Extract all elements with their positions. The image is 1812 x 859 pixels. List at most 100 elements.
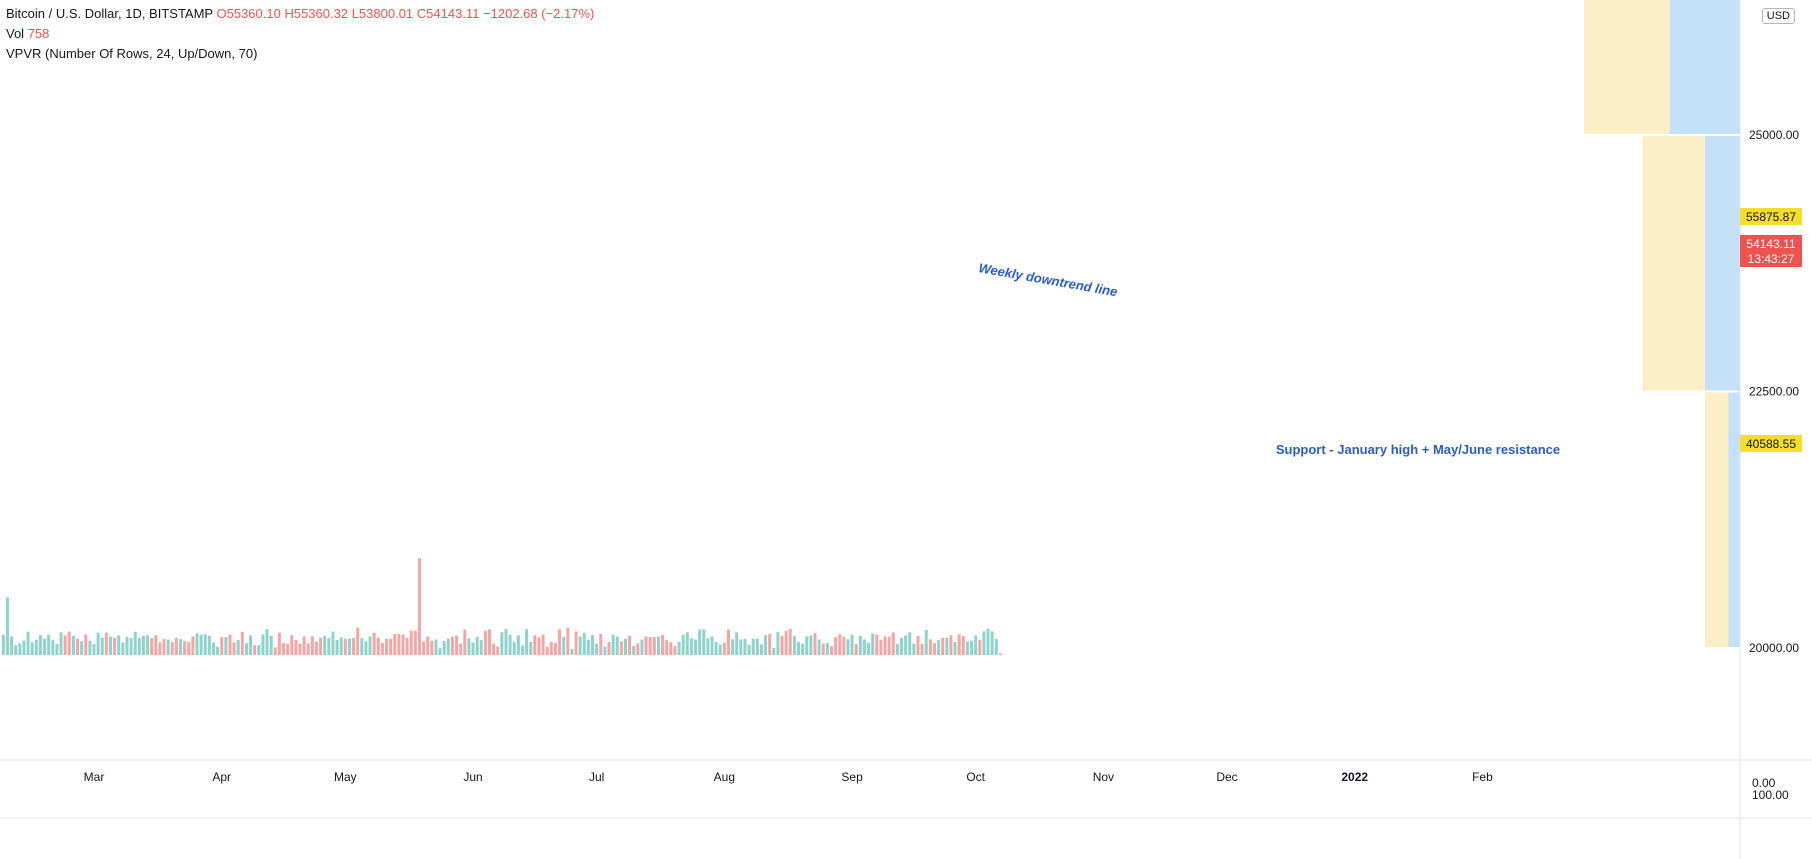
- ohlc-low: L53800.01: [351, 6, 414, 21]
- volume-bar: [125, 636, 129, 655]
- volume-bar: [636, 643, 640, 655]
- volume-bar: [883, 636, 887, 655]
- volume-profile: [1584, 0, 1740, 647]
- volume-bars: [1, 558, 1002, 655]
- volume-bar: [162, 639, 166, 655]
- volume-bar: [463, 629, 467, 655]
- volume-bar: [533, 635, 537, 655]
- volume-bar: [224, 636, 228, 655]
- volume-bar: [858, 635, 862, 655]
- vpvr-down-bar: [1584, 0, 1670, 134]
- volume-bar: [928, 639, 932, 655]
- volume-bar: [891, 632, 895, 655]
- volume-bar: [430, 640, 434, 655]
- volume-bar: [170, 642, 174, 655]
- volume-bar: [978, 639, 982, 655]
- time-axis[interactable]: Mar Apr May Jun Jul Aug Sep Oct Nov Dec 2022 Feb: [84, 770, 1493, 784]
- volume-bar: [273, 647, 277, 655]
- volume-bar: [455, 635, 459, 655]
- volume-bar: [409, 630, 413, 655]
- volume-legend-row[interactable]: Vol 758: [6, 24, 594, 44]
- volume-bar: [488, 629, 492, 655]
- volume-bar: [508, 634, 512, 655]
- symbol-title[interactable]: Bitcoin / U.S. Dollar, 1D, BITSTAMP: [6, 6, 213, 21]
- volume-bar: [797, 641, 801, 655]
- volume-bar: [356, 627, 360, 655]
- volume-bar: [619, 641, 623, 655]
- volume-bar: [137, 637, 141, 655]
- volume-bar: [364, 641, 368, 655]
- volume-bar: [615, 636, 619, 655]
- volume-bar: [10, 636, 14, 655]
- volume-bar: [59, 632, 63, 655]
- volume-bar: [216, 646, 220, 655]
- volume-bar: [249, 635, 253, 655]
- volume-bar: [574, 631, 578, 655]
- vpvr-up-bar: [1704, 136, 1740, 391]
- vpvr-up-bar: [1669, 0, 1740, 134]
- volume-bar: [924, 630, 928, 655]
- support-annotation[interactable]: Support - January high + May/June resist…: [1276, 442, 1560, 457]
- volume-bar: [442, 641, 446, 655]
- volume-bar: [916, 635, 920, 655]
- volume-bar: [603, 646, 607, 655]
- volume-bar: [257, 645, 261, 655]
- vpvr-up-bar: [1728, 392, 1740, 647]
- volume-bar: [104, 632, 108, 655]
- volume-bar: [265, 629, 269, 655]
- upper-line-price-badge: 55875.87: [1740, 208, 1802, 225]
- volume-bar: [932, 643, 936, 655]
- vpvr-down-bar: [1704, 392, 1729, 647]
- volume-bar: [121, 642, 125, 655]
- ohlc-change: −1202.68 (−2.17%): [483, 6, 595, 21]
- volume-bar: [862, 639, 866, 655]
- time-tick-label: Aug: [714, 770, 735, 784]
- volume-bar: [611, 634, 615, 655]
- volume-bar: [529, 641, 533, 655]
- volume-bar: [422, 641, 426, 655]
- volume-bar: [957, 634, 961, 655]
- volume-bar: [879, 639, 883, 655]
- volume-bar: [759, 644, 763, 655]
- symbol-row[interactable]: Bitcoin / U.S. Dollar, 1D, BITSTAMP O553…: [6, 4, 594, 24]
- volume-bar: [689, 638, 693, 655]
- price-tick-label: 25000.00: [1749, 128, 1799, 142]
- volume-bar: [970, 640, 974, 655]
- volume-bar: [520, 645, 524, 655]
- volume-bar: [842, 636, 846, 655]
- volume-bar: [232, 642, 236, 655]
- volume-bar: [586, 639, 590, 655]
- volume-bar: [982, 631, 986, 655]
- volume-bar: [207, 635, 211, 655]
- volume-bar: [623, 638, 627, 655]
- volume-bar: [129, 638, 133, 655]
- volume-bar: [813, 633, 817, 655]
- volume-bar: [220, 637, 224, 655]
- volume-bar: [26, 631, 30, 655]
- downtrend-annotation[interactable]: Weekly downtrend line: [977, 260, 1118, 299]
- currency-badge[interactable]: USD: [1761, 8, 1795, 24]
- volume-bar: [343, 638, 347, 655]
- volume-bar: [199, 634, 203, 655]
- volume-bar: [553, 643, 557, 655]
- volume-bar: [385, 638, 389, 655]
- volume-bar: [401, 634, 405, 655]
- volume-bar: [801, 643, 805, 655]
- volume-bar: [702, 629, 706, 655]
- volume-bar: [784, 631, 788, 655]
- volume-bar: [18, 643, 22, 655]
- volume-bar: [30, 642, 34, 655]
- time-tick-label: 2022: [1341, 770, 1368, 784]
- volume-bar: [805, 636, 809, 655]
- volume-bar: [904, 635, 908, 655]
- svg-text:40588.55: 40588.55: [1746, 437, 1796, 451]
- volume-bar: [755, 638, 759, 655]
- volume-bar: [829, 646, 833, 655]
- volume-bar: [846, 639, 850, 655]
- vpvr-legend-row[interactable]: VPVR (Number Of Rows, 24, Up/Down, 70): [6, 44, 594, 64]
- volume-bar: [516, 635, 520, 655]
- time-tick-label: Apr: [212, 770, 231, 784]
- volume-bar: [994, 638, 998, 655]
